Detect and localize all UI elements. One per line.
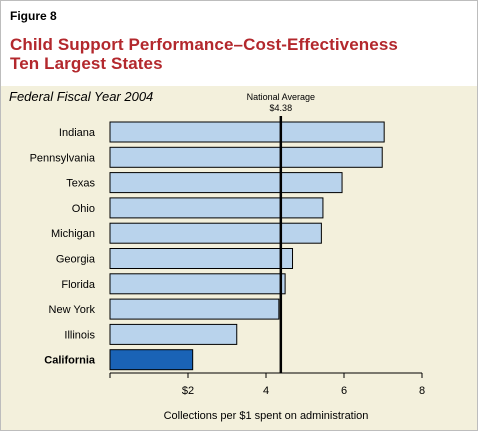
national-average-value: $4.38 — [270, 103, 293, 113]
figure-label: Figure 8 — [10, 9, 57, 23]
bar-michigan — [109, 222, 322, 244]
bar-california — [109, 349, 194, 371]
x-tick-label: 8 — [419, 385, 425, 397]
category-label: Indiana — [59, 127, 96, 139]
x-tick-label: $2 — [182, 385, 194, 397]
category-label: Michigan — [51, 228, 95, 240]
category-label: Texas — [66, 178, 95, 190]
x-tick-label: 6 — [341, 385, 347, 397]
category-label: Illinois — [64, 329, 95, 341]
bar-georgia — [109, 248, 294, 269]
bar-illinois — [109, 323, 238, 345]
category-label: California — [44, 355, 96, 367]
bar-indiana — [109, 121, 385, 143]
category-label: Georgia — [56, 254, 96, 266]
category-label: Ohio — [72, 203, 95, 215]
category-label: New York — [49, 304, 96, 316]
bar-pennsylvania — [109, 146, 383, 168]
national-average-label: National Average — [247, 92, 315, 102]
bar-ohio — [109, 197, 324, 219]
x-axis-title: Collections per $1 spent on administrati… — [164, 410, 369, 422]
bar-texas — [109, 172, 343, 194]
chart-title: Child Support Performance–Cost-Effective… — [10, 35, 398, 73]
bar-new-york — [109, 298, 280, 320]
x-tick-label: 4 — [263, 385, 269, 397]
bar-florida — [109, 273, 286, 295]
chart-title-line-2: Ten Largest States — [10, 54, 163, 73]
category-label: Florida — [61, 279, 96, 291]
chart-subtitle: Federal Fiscal Year 2004 — [9, 89, 154, 104]
category-label: Pennsylvania — [30, 152, 96, 164]
chart-title-line-1: Child Support Performance–Cost-Effective… — [10, 35, 398, 54]
